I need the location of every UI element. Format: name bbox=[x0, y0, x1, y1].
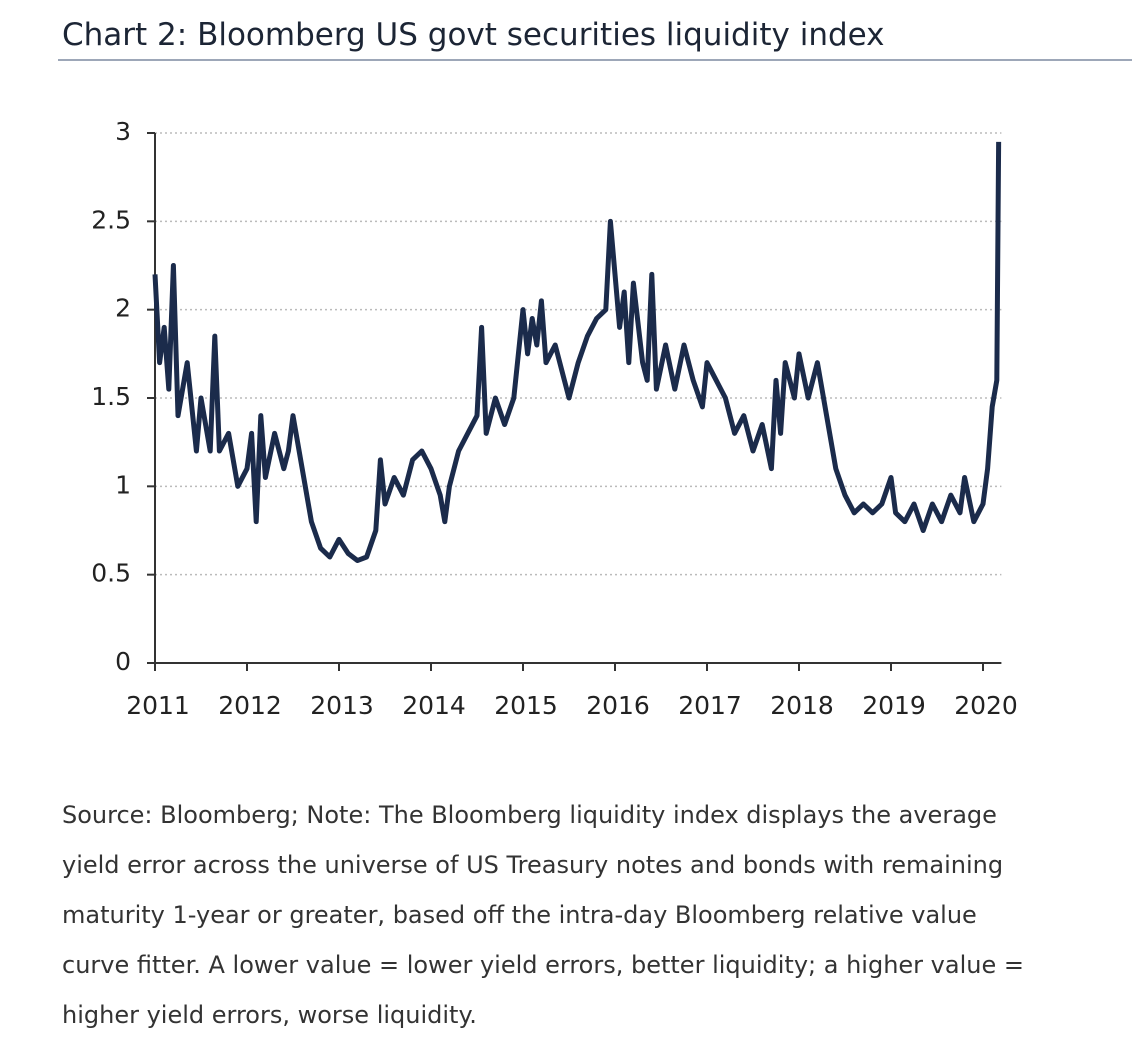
note: higher yield errors, worse liquidity. bbox=[62, 1001, 477, 1029]
y-tick-label: 3 bbox=[115, 117, 131, 146]
x-tick-label: 2020 bbox=[954, 691, 1018, 720]
y-tick-label: 1 bbox=[115, 470, 131, 499]
x-tick-label: 2018 bbox=[770, 691, 834, 720]
x-tick-label: 2011 bbox=[126, 691, 190, 720]
note: yield error across the universe of US Tr… bbox=[62, 851, 1003, 879]
y-tick-label: 2.5 bbox=[91, 205, 131, 234]
y-tick-label: 0 bbox=[115, 647, 131, 676]
x-tick-label: 2012 bbox=[218, 691, 282, 720]
x-tick-label: 2013 bbox=[310, 691, 374, 720]
line bbox=[152, 141, 1002, 564]
y-tick-label: 2 bbox=[115, 294, 131, 323]
note: maturity 1-year or greater, based off th… bbox=[62, 901, 977, 929]
x-tick-label: 2014 bbox=[402, 691, 466, 720]
x-tick-label: 2015 bbox=[494, 691, 558, 720]
chart-title: Chart 2: Bloomberg US govt securities li… bbox=[62, 17, 885, 53]
y-tick-label: 0.5 bbox=[91, 559, 131, 588]
note: Source: Bloomberg; Note: The Bloomberg l… bbox=[62, 801, 997, 829]
x-tick-label: 2017 bbox=[678, 691, 742, 720]
note: curve fitter. A lower value = lower yiel… bbox=[62, 951, 1024, 979]
x-tick-label: 2019 bbox=[862, 691, 926, 720]
x-tick-label: 2016 bbox=[586, 691, 650, 720]
y-tick-label: 1.5 bbox=[91, 382, 131, 411]
